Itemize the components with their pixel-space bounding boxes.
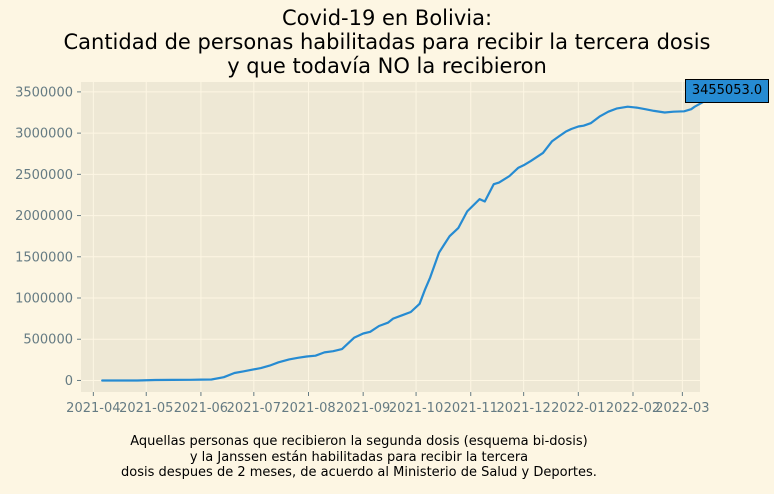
x-tick-label: 2021-09: [336, 401, 390, 416]
y-tick-label: 1500000: [15, 250, 73, 265]
y-tick-label: 2000000: [15, 209, 73, 224]
x-tick-label: 2021-10: [389, 401, 443, 416]
x-tick-label: 2021-06: [174, 401, 228, 416]
plot-area: [81, 82, 700, 392]
chart-title-line-3: y que todavía NO la recibieron: [227, 54, 547, 78]
y-tick-label: 500000: [23, 333, 73, 348]
x-tick-label: 2022-02: [606, 401, 660, 416]
y-axis: 0 500000 1000000 1500000 2000000 2500000 30000…: [15, 85, 81, 389]
x-tick-label: 2021-07: [227, 401, 281, 416]
chart-title: Covid-19 en Bolivia: Cantidad de persona…: [0, 6, 774, 78]
x-tick-label: 2021-08: [281, 401, 335, 416]
x-tick-label: 2022-03: [655, 401, 709, 416]
y-tick-label: 1000000: [15, 292, 73, 307]
y-tick-label: 3500000: [15, 85, 73, 100]
x-tick-label: 2021-05: [119, 401, 173, 416]
x-tick-label: 2022-01: [551, 401, 605, 416]
last-value-label: 3455053.0: [685, 79, 769, 103]
footnote-line-1: Aquellas personas que recibieron la segu…: [130, 434, 588, 449]
x-tick-label: 2021-12: [496, 401, 550, 416]
footnote-line-2: y la Janssen están habilitadas para reci…: [189, 449, 529, 465]
y-tick-label: 3000000: [15, 127, 73, 142]
grid: [81, 82, 700, 392]
footnote: Aquellas personas que recibieron la segu…: [94, 434, 624, 481]
x-tick-label: 2021-11: [444, 401, 498, 416]
series-group: [101, 94, 718, 382]
footnote-line-3: dosis despues de 2 meses, de acuerdo al …: [121, 465, 597, 480]
x-tick-label: 2021-04: [66, 401, 120, 416]
y-tick-label: 0: [65, 374, 73, 389]
chart-title-line-2: Cantidad de personas habilitadas para re…: [63, 30, 711, 54]
series-line: [101, 94, 718, 382]
y-tick-label: 2500000: [15, 168, 73, 183]
chart-title-line-1: Covid-19 en Bolivia:: [281, 6, 493, 30]
